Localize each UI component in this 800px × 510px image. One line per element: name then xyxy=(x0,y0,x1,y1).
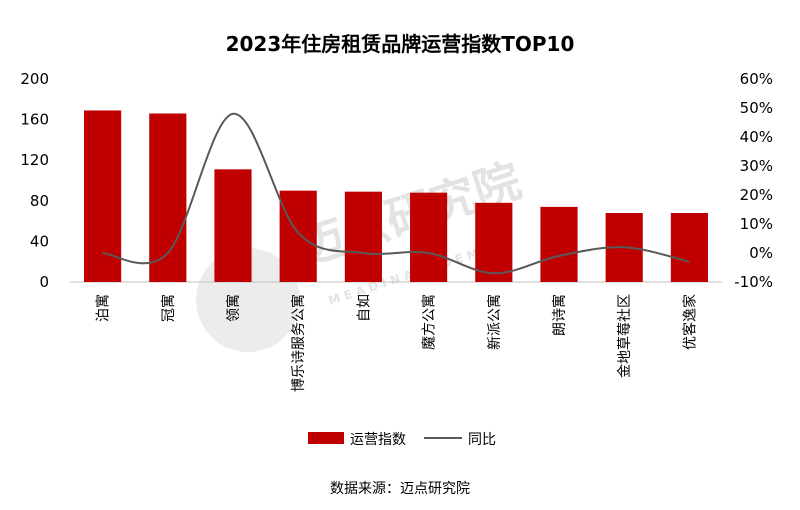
y-left-tick-label: 200 xyxy=(20,70,49,88)
y-left-tick-label: 40 xyxy=(30,232,49,250)
legend-bar-swatch xyxy=(308,432,344,444)
y-left-tick-label: 80 xyxy=(30,192,49,210)
x-category-label: 魔方公寓 xyxy=(421,294,438,350)
x-category-label: 泊寓 xyxy=(95,294,112,322)
x-category-label: 朗诗寓 xyxy=(551,294,568,336)
y-right-tick-label: 0% xyxy=(749,244,773,262)
line-series xyxy=(102,112,690,275)
y-left-tick-label: 120 xyxy=(20,151,49,169)
source-note: 数据来源：迈点研究院 xyxy=(330,481,470,497)
x-category-label: 新派公寓 xyxy=(486,294,503,350)
bar xyxy=(214,169,252,282)
bar xyxy=(344,191,382,282)
y-left-tick-label: 0 xyxy=(39,273,49,291)
y-right-tick-label: 10% xyxy=(740,215,773,233)
chart-title: 2023年住房租赁品牌运营指数TOP10 xyxy=(226,32,575,56)
bar xyxy=(540,206,578,282)
bar xyxy=(670,212,708,282)
x-category-label: 金地草莓社区 xyxy=(617,294,633,378)
bar xyxy=(279,190,317,282)
y-left-tick-label: 160 xyxy=(20,111,49,129)
x-axis-categories: 泊寓 冠寓 领寓 博乐诗服务公寓 自如 魔方公寓 新派公寓 朗诗寓 金地草莓社区 优客逸家 xyxy=(95,294,699,392)
x-category-label: 优客逸家 xyxy=(681,294,698,350)
x-category-label: 冠寓 xyxy=(160,294,177,322)
x-category-label: 自如 xyxy=(356,294,372,322)
y-axis-left: 0 40 80 120 160 200 xyxy=(20,70,49,291)
x-category-label: 博乐诗服务公寓 xyxy=(290,294,307,392)
y-right-tick-label: 40% xyxy=(740,128,773,146)
bar xyxy=(149,113,187,282)
legend: 运营指数 同比 xyxy=(308,432,496,448)
y-axis-right: -10% 0% 10% 20% 30% 40% 50% 60% xyxy=(734,70,773,291)
y-right-tick-label: 20% xyxy=(740,186,773,204)
y-right-tick-label: -10% xyxy=(734,273,773,291)
y-right-tick-label: 30% xyxy=(740,157,773,175)
y-right-tick-label: 60% xyxy=(740,70,773,88)
legend-bar-label: 运营指数 xyxy=(350,432,406,448)
bar xyxy=(410,192,448,282)
legend-line-label: 同比 xyxy=(468,432,496,448)
bar xyxy=(475,202,513,282)
y-right-tick-label: 50% xyxy=(740,99,773,117)
yoy-line xyxy=(102,112,690,275)
x-category-label: 领寓 xyxy=(225,294,242,322)
